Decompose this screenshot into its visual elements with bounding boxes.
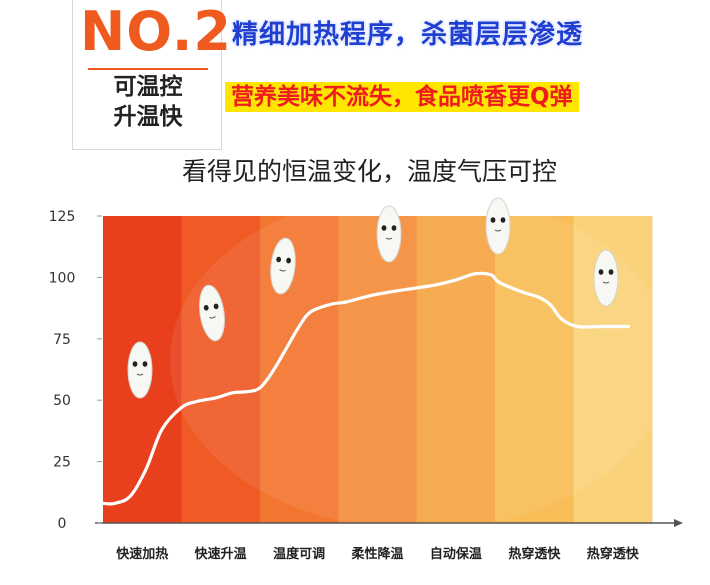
chart-title: 看得见的恒温变化，温度气压可控: [182, 157, 558, 186]
subheadline: 营养美味不流失，食品喷香更Q弹: [225, 82, 579, 112]
x-tick-label: 热穿透快: [587, 546, 640, 562]
headline: 精细加热程序，杀菌层层渗透: [232, 20, 584, 50]
badge-line-1: 可温控: [113, 74, 183, 100]
badge-line-2: 升温快: [113, 104, 183, 130]
badge-number: NO.2: [80, 0, 232, 63]
chart-glow: [170, 190, 670, 530]
x-tick-label: 热穿透快: [508, 546, 561, 562]
y-tick-label: 100: [49, 270, 76, 286]
badge-divider: [88, 68, 208, 70]
rice-grain-mascot-icon: [127, 341, 153, 399]
x-axis-arrow: [674, 519, 683, 527]
x-tick-label: 柔性降温: [350, 546, 403, 562]
badge-frame: [72, 0, 222, 150]
rice-grain-mascot-icon: [593, 249, 619, 307]
y-tick-label: 75: [53, 332, 71, 348]
x-tick-label: 快速升温: [195, 546, 247, 562]
chart-band-6: [495, 216, 575, 523]
chart-band-5: [416, 216, 496, 523]
chart-band-2: [181, 216, 261, 523]
rice-grain-mascot-icon: [376, 205, 402, 263]
series-line: [101, 271, 631, 506]
rice-grain-mascot-icon: [270, 237, 296, 295]
x-tick-label: 自动保温: [430, 546, 482, 562]
rice-grain-mascot-icon: [198, 284, 226, 342]
x-tick-label: 快速加热: [116, 546, 168, 562]
y-tick-label: 125: [49, 209, 76, 225]
x-tick-label: 温度可调: [273, 546, 325, 562]
y-tick-label: 25: [53, 455, 71, 471]
rice-grain-mascot-icon: [485, 197, 511, 255]
y-tick-label: 0: [58, 516, 67, 532]
y-tick-label: 50: [53, 393, 71, 409]
chart-band-4: [338, 216, 418, 523]
